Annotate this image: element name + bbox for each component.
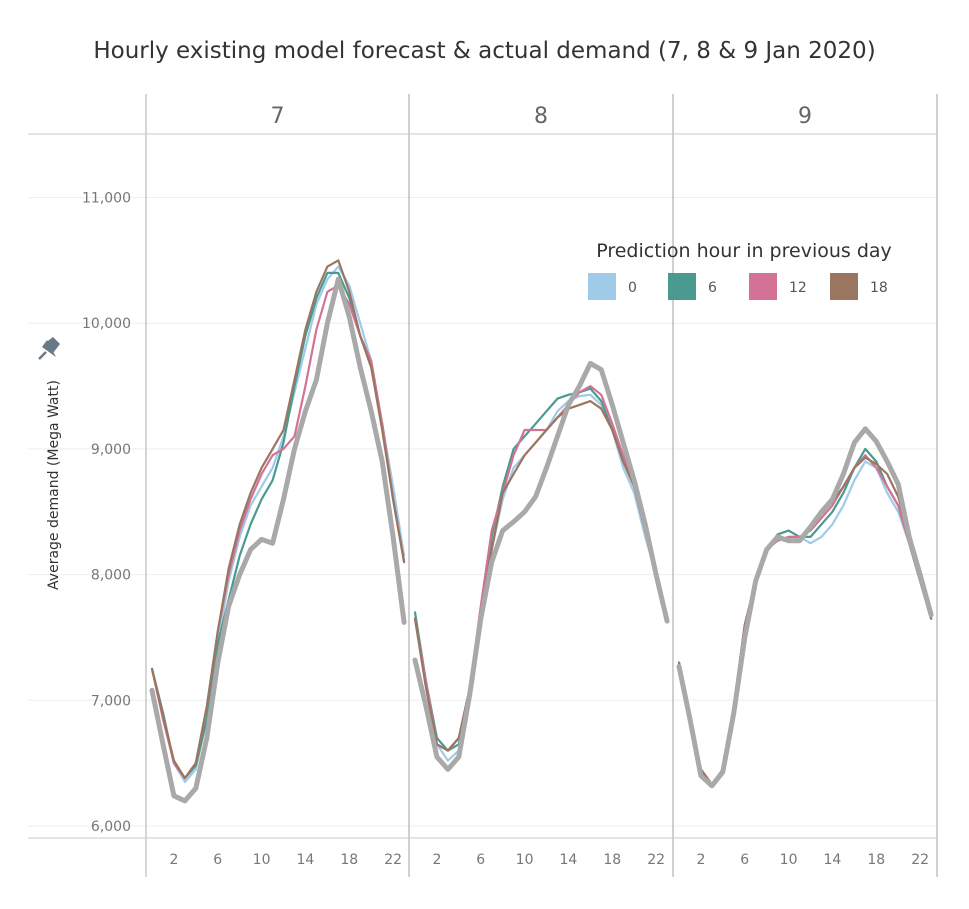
- x-tick-label: 6: [476, 852, 485, 868]
- y-tick-label: 7,000: [91, 693, 131, 709]
- actual-demand-line-panel-8: [412, 360, 670, 772]
- forecast-line-18-panel-8: [413, 400, 669, 752]
- x-tick-label: 18: [867, 852, 885, 868]
- y-tick-label: 6,000: [91, 819, 131, 835]
- chart-title: Hourly existing model forecast & actual …: [93, 38, 876, 64]
- legend-title: Prediction hour in previous day: [596, 240, 892, 262]
- panel-frames: [28, 94, 938, 877]
- x-tick-label: 6: [213, 852, 222, 868]
- forecast-line-12-panel-7: [150, 284, 406, 780]
- panel-label-7: 7: [271, 104, 285, 129]
- x-tick-label: 6: [740, 852, 749, 868]
- series-lines: [149, 259, 934, 804]
- legend-swatch-12[interactable]: [749, 273, 777, 300]
- gridlines: [28, 197, 937, 827]
- legend-label-12: 12: [789, 280, 807, 296]
- legend-swatch-18[interactable]: [830, 273, 858, 300]
- actual-demand-line-panel-7: [149, 276, 407, 804]
- x-tick-label: 10: [516, 852, 534, 868]
- x-tick-label: 18: [603, 852, 621, 868]
- x-tick-label: 10: [780, 852, 798, 868]
- y-tick-label: 8,000: [91, 568, 131, 584]
- x-tick-label: 22: [911, 852, 929, 868]
- y-axis-label: Average demand (Mega Watt): [46, 380, 62, 590]
- y-tick-label: 10,000: [82, 316, 131, 332]
- legend[interactable]: Prediction hour in previous day 0 6 12 18: [588, 240, 892, 300]
- actual-demand-line-panel-9: [676, 426, 934, 789]
- x-tick-label: 18: [340, 852, 358, 868]
- x-tick-label: 2: [432, 852, 441, 868]
- forecast-line-6-panel-8: [413, 387, 669, 752]
- x-tick-label: 2: [696, 852, 705, 868]
- forecast-line-18-panel-9: [677, 456, 933, 786]
- legend-label-18: 18: [870, 280, 888, 296]
- forecast-line-18-panel-7: [150, 259, 406, 780]
- panel-label-9: 9: [798, 104, 812, 129]
- x-tick-label: 14: [560, 852, 578, 868]
- y-tick-label: 11,000: [82, 191, 131, 207]
- forecast-line-0-panel-8: [413, 393, 669, 762]
- panel-label-8: 8: [534, 104, 548, 129]
- y-tick-label: 9,000: [91, 442, 131, 458]
- legend-swatch-6[interactable]: [668, 273, 696, 300]
- x-tick-label: 14: [297, 852, 315, 868]
- legend-label-0: 0: [628, 280, 637, 296]
- x-tick-label: 22: [384, 852, 402, 868]
- legend-swatch-0[interactable]: [588, 273, 616, 300]
- forecast-line-12-panel-8: [413, 385, 669, 752]
- panel-headers: 7 8 9: [271, 104, 813, 129]
- forecast-line-0-panel-9: [677, 460, 933, 786]
- x-tick-label: 2: [169, 852, 178, 868]
- y-tick-labels: 6,000 7,000 8,000 9,000 10,000 11,000: [82, 191, 131, 836]
- x-tick-label: 22: [647, 852, 665, 868]
- x-tick-labels: 2 6 10 14 18 22 2 6 10 14 18 22 2 6 10 14 18 22: [169, 852, 929, 868]
- x-tick-label: 10: [253, 852, 271, 868]
- legend-label-6: 6: [708, 280, 717, 296]
- x-tick-label: 14: [824, 852, 842, 868]
- pin-icon[interactable]: [38, 337, 60, 360]
